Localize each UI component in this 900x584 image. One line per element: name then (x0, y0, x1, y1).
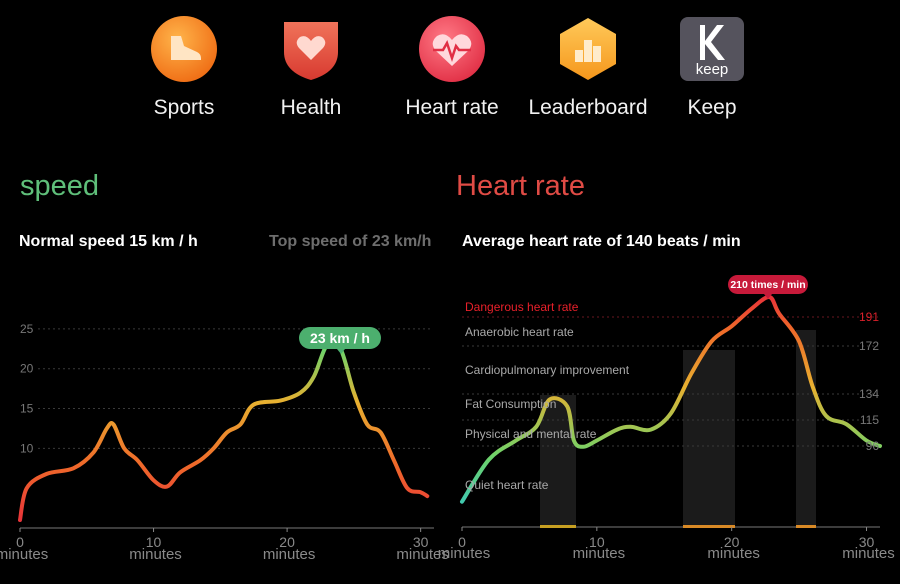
zone-dangerous: Dangerous heart rate (465, 300, 579, 314)
app-health[interactable]: Health (246, 16, 376, 120)
heart-y-tick: 115 (860, 413, 879, 427)
heart-x-tick: 10 (589, 534, 605, 550)
app-leaderboard[interactable]: Leaderboard (523, 16, 653, 120)
heart-x-unit-label: minutes (707, 545, 760, 562)
zone-cardiopulmonary: Cardiopulmonary improvement (465, 363, 630, 377)
heartbeat-icon (419, 16, 485, 82)
app-sports[interactable]: Sports (119, 16, 249, 120)
zone-fat-consumption: Fat Consumption (465, 397, 556, 411)
heart-rate-series-line (460, 294, 882, 504)
speed-x-unit-label: minutes (0, 546, 48, 563)
heart-shield-icon (284, 22, 338, 80)
heart-x-tick: 20 (724, 534, 740, 550)
normal-speed-text: Normal speed 15 km / h (19, 233, 198, 250)
zone-quiet: Quiet heart rate (465, 478, 549, 492)
shoe-icon (151, 16, 217, 82)
speed-title: speed (20, 170, 100, 202)
heart-y-tick: 134 (859, 387, 879, 401)
speed-x-unit-label: minutes (263, 546, 316, 563)
heart-badge-text: 210 times / min (730, 279, 805, 291)
average-heart-rate-text: Average heart rate of 140 beats / min (462, 233, 741, 250)
heart-y-tick: 172 (859, 339, 879, 353)
app-heart-rate[interactable]: Heart rate (387, 16, 517, 120)
app-label: Sports (153, 96, 215, 119)
speed-x-unit-label: minutes (396, 546, 449, 563)
app-label: Health (280, 96, 342, 119)
heart-rate-peak-badge: 210 times / min (728, 275, 808, 299)
app-label: Leaderboard (528, 96, 648, 119)
heart-y-tick: 191 (859, 310, 879, 324)
heart-rate-title: Heart rate (456, 170, 585, 202)
heart-x-tick: 30 (859, 534, 875, 550)
speed-x-unit-label: minutes (129, 546, 182, 563)
speed-x-tick: 20 (279, 534, 295, 550)
podium-icon (560, 18, 616, 80)
heart-x-unit-label: minutes (573, 545, 626, 562)
keep-logo-icon: keep (680, 17, 744, 81)
speed-chart: 101520250minutes10minutes20minutes30minu… (0, 322, 449, 563)
speed-badge-text: 23 km / h (310, 330, 370, 346)
zone-physical-mental: Physical and mental rate (465, 427, 597, 441)
keep-logo-text: keep (696, 61, 729, 78)
speed-y-tick: 15 (20, 402, 34, 416)
heart-x-unit-label: minutes (842, 545, 895, 562)
speed-y-tick: 10 (20, 441, 34, 455)
heart-y-tick: 96 (866, 439, 880, 453)
speed-y-tick: 20 (20, 362, 34, 376)
top-speed-text: Top speed of 23 km/h (269, 233, 432, 250)
app-keep[interactable]: keep Keep (647, 16, 777, 120)
app-label: Heart rate (405, 96, 499, 119)
zone-anaerobic: Anaerobic heart rate (465, 325, 574, 339)
speed-x-tick: 30 (413, 534, 429, 550)
speed-x-tick: 10 (146, 534, 162, 550)
speed-y-tick: 25 (20, 322, 34, 336)
heart-x-tick: 0 (458, 534, 466, 550)
speed-x-tick: 0 (16, 534, 24, 550)
speed-series-line (18, 339, 430, 522)
app-label: Keep (687, 96, 737, 119)
speed-peak-badge: 23 km / h (299, 327, 381, 354)
